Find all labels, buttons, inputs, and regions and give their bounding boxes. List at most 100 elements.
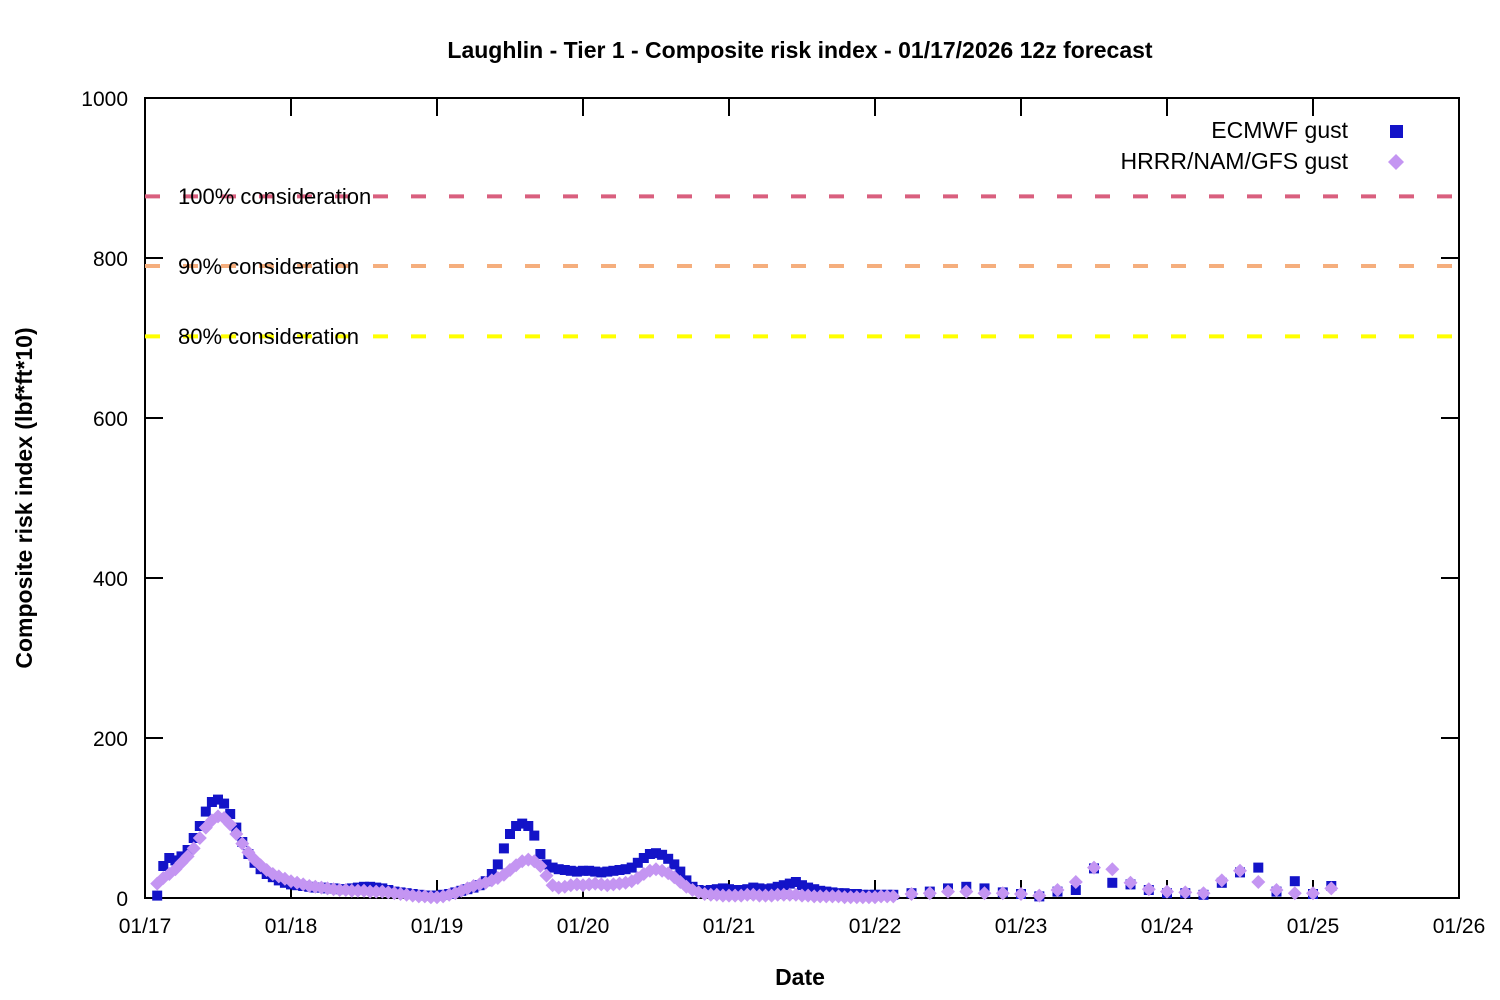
point-diamond <box>235 836 250 851</box>
point-square <box>748 882 759 893</box>
point-diamond <box>1068 875 1083 889</box>
point-diamond <box>941 884 955 899</box>
point-diamond <box>1306 886 1320 901</box>
x-tick-label: 01/19 <box>411 915 464 938</box>
y-tick-label: 800 <box>93 248 128 271</box>
legend: ECMWF gust HRRR/NAM/GFS gust <box>1121 117 1404 174</box>
point-square <box>803 882 814 893</box>
point-square <box>213 794 223 805</box>
point-square <box>523 821 534 831</box>
chart-title: Laughlin - Tier 1 - Composite risk index… <box>447 37 1153 63</box>
point-square <box>644 849 655 859</box>
x-tick-label: 01/24 <box>1141 915 1194 938</box>
point-square <box>505 829 515 839</box>
point-square <box>797 880 807 891</box>
point-square <box>152 890 163 901</box>
point-diamond <box>995 886 1010 901</box>
x-tick-label: 01/17 <box>119 915 172 938</box>
point-square <box>772 881 783 892</box>
point-square <box>565 865 576 876</box>
point-square <box>170 855 181 866</box>
point-diamond <box>1214 873 1229 888</box>
y-tick-label: 0 <box>116 888 128 911</box>
point-square <box>596 867 607 878</box>
axes-layer: 01/17 01/18 01/19 01/20 01/21 01/22 01/23 01/24… <box>81 88 1485 938</box>
y-tick-label: 1000 <box>81 88 128 111</box>
point-square <box>675 866 686 877</box>
point-diamond <box>533 859 548 873</box>
point-square <box>225 809 236 819</box>
point-square <box>553 864 564 875</box>
x-tick-label: 01/21 <box>703 915 756 938</box>
point-square <box>809 884 820 895</box>
point-square <box>200 806 211 817</box>
series-hrrr-nam-gfs <box>150 809 1339 905</box>
point-diamond <box>977 886 992 901</box>
point-square <box>717 883 728 894</box>
point-diamond <box>223 817 238 832</box>
point-square <box>1289 876 1300 887</box>
point-diamond <box>959 884 974 899</box>
point-diamond <box>1251 875 1266 889</box>
point-square <box>766 883 777 894</box>
point-square <box>778 880 789 891</box>
point-square <box>559 865 570 875</box>
point-square <box>517 818 528 829</box>
point-square <box>1253 862 1264 873</box>
point-diamond <box>1123 875 1138 890</box>
point-square <box>578 865 588 876</box>
point-diamond <box>1141 882 1156 897</box>
point-square <box>663 853 674 864</box>
point-square <box>571 866 582 877</box>
point-square <box>219 798 230 809</box>
point-diamond <box>1287 886 1302 901</box>
point-square <box>541 859 552 870</box>
point-square <box>754 883 765 894</box>
legend-markers <box>1388 125 1404 170</box>
point-square <box>529 830 540 841</box>
plot-border <box>144 97 1460 899</box>
point-square <box>584 865 595 876</box>
point-square <box>790 877 801 887</box>
point-diamond <box>886 889 901 904</box>
x-axis-label: Date <box>775 964 825 990</box>
legend-label-ecmwf-gust: ECMWF gust <box>1211 117 1348 143</box>
point-diamond <box>186 841 201 856</box>
threshold-label-90-percent: 90% consideration <box>178 254 359 279</box>
point-square <box>626 862 637 873</box>
point-square <box>608 865 619 876</box>
y-tick-label: 600 <box>93 408 128 431</box>
x-tick-label: 01/23 <box>995 915 1048 938</box>
y-tick-label: 400 <box>93 568 128 591</box>
x-tick-label: 01/22 <box>849 915 902 938</box>
point-square <box>614 865 625 875</box>
point-square <box>602 866 613 877</box>
point-square <box>492 859 503 870</box>
legend-marker-square <box>1390 125 1403 138</box>
point-diamond <box>1014 887 1028 901</box>
point-square <box>547 862 558 873</box>
point-square <box>164 853 175 863</box>
point-diamond <box>904 887 919 901</box>
point-diamond <box>1087 860 1101 875</box>
point-square <box>632 857 643 868</box>
point-square <box>158 861 169 871</box>
point-square <box>194 821 205 831</box>
threshold-label-100-percent: 100% consideration <box>178 184 371 209</box>
point-square <box>669 859 680 870</box>
point-diamond <box>1050 883 1065 897</box>
point-square <box>657 849 668 860</box>
point-square <box>1070 885 1081 895</box>
y-axis-label: Composite risk index (lbf*ft*10) <box>11 327 37 668</box>
x-tick-label: 01/20 <box>557 915 610 938</box>
point-diamond <box>1105 862 1120 877</box>
point-square <box>651 848 661 859</box>
point-diamond <box>1032 888 1047 903</box>
point-diamond <box>1269 883 1284 897</box>
point-diamond <box>922 886 937 901</box>
point-diamond <box>1233 863 1247 878</box>
legend-marker-diamond <box>1388 154 1404 170</box>
point-diamond <box>539 868 554 883</box>
